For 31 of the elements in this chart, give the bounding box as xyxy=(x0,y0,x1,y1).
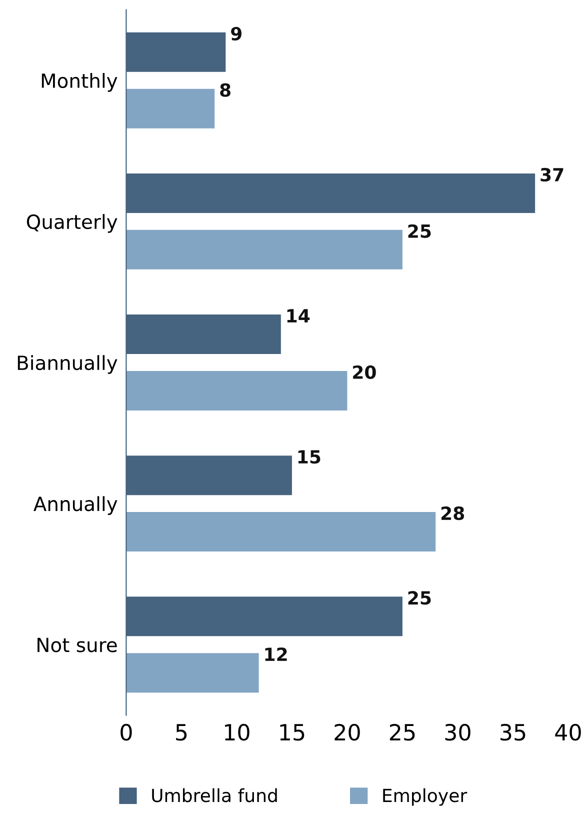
x-tick-label: 5 xyxy=(176,724,187,741)
x-tick-label: 20 xyxy=(334,724,360,741)
data-label: 14 xyxy=(287,309,310,322)
x-tick-label: 30 xyxy=(445,724,470,741)
y-tick-label: Not sure xyxy=(38,638,117,652)
bar xyxy=(126,230,402,270)
data-label: 25 xyxy=(408,224,431,238)
data-label: 15 xyxy=(298,450,320,464)
x-tick-label: 15 xyxy=(280,724,304,741)
legend-label: Umbrella fund xyxy=(152,788,277,802)
y-tick-label: Annually xyxy=(34,496,118,515)
data-label: 25 xyxy=(408,591,431,605)
legend-label: Employer xyxy=(383,788,468,806)
bar xyxy=(126,88,215,128)
bar xyxy=(126,653,259,693)
bar xyxy=(126,370,348,410)
x-tick-label: 10 xyxy=(225,724,250,741)
x-tick-label: 25 xyxy=(390,724,415,741)
x-tick-label: 35 xyxy=(500,724,526,741)
y-tick-label: Monthly xyxy=(42,73,118,92)
data-label: 12 xyxy=(265,647,287,661)
y-tick-label: Biannually xyxy=(18,355,118,374)
data-label: 37 xyxy=(540,168,564,182)
data-label: 8 xyxy=(220,83,230,97)
x-tick-label: 0 xyxy=(120,724,132,741)
y-tick-label: Quarterly xyxy=(26,214,118,233)
bar xyxy=(126,512,436,552)
data-label: 20 xyxy=(353,365,376,380)
data-label: 28 xyxy=(441,506,464,520)
data-label: 9 xyxy=(231,26,242,40)
x-tick-label: 40 xyxy=(555,724,581,741)
